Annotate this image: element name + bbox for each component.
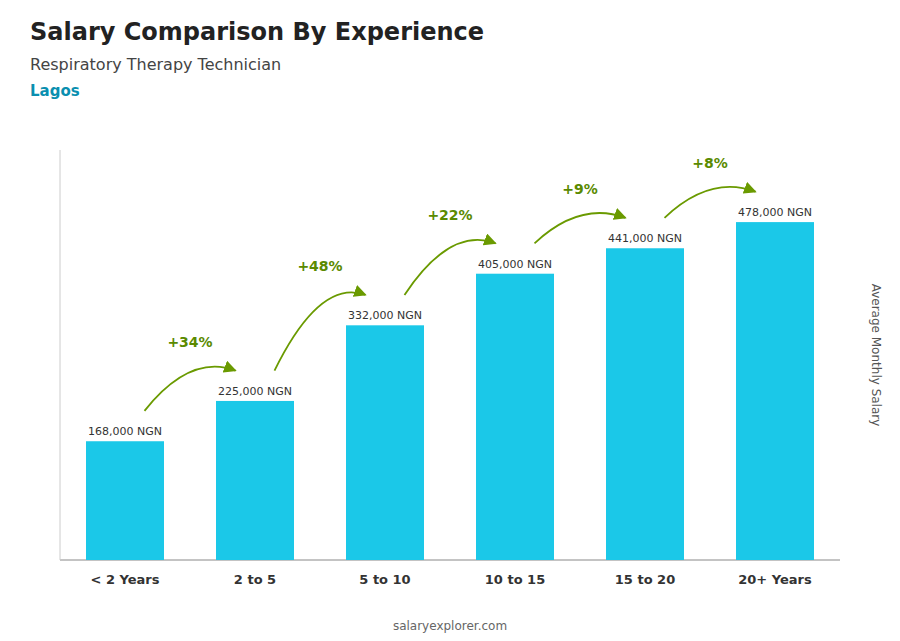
axes: < 2 Years 2 to 5 5 to 10 10 to 15 15 to 20 20… [60,150,840,587]
data-label: 332,000 NGN [348,309,422,322]
x-tick-label: 15 to 20 [615,572,675,587]
bars [86,222,814,560]
bar [346,325,424,560]
x-tick-label: 5 to 10 [359,572,410,587]
change-label: +34% [167,334,212,350]
x-tick-label: 2 to 5 [234,572,276,587]
change-arrows [145,187,756,411]
x-tick-label: < 2 Years [91,572,160,587]
y-axis-line [60,150,61,560]
data-label: 168,000 NGN [88,425,162,438]
bar [86,441,164,560]
x-axis-line [60,560,840,561]
change-label: +8% [692,155,728,171]
data-label: 225,000 NGN [218,385,292,398]
change-label: +9% [562,181,598,197]
footer: salaryexplorer.com [393,619,507,633]
data-label: 405,000 NGN [478,258,552,271]
chart: Salary Comparison By Experience Respirato… [0,0,900,641]
labels: +34% +48% +22% +9% +8% 168,000 NGN 225,000 NGN… [88,155,812,438]
x-tick-label: 10 to 15 [485,572,545,587]
subtitle: Respiratory Therapy Technician [30,55,281,74]
bar [736,222,814,560]
title: Salary Comparison By Experience [30,18,484,46]
data-label: 441,000 NGN [608,232,682,245]
bar [476,274,554,560]
change-label: +48% [297,258,342,274]
bar [216,401,294,560]
data-label: 478,000 NGN [738,206,812,219]
city: Lagos [30,82,80,100]
change-label: +22% [427,207,472,223]
y-label: Average Monthly Salary [869,284,883,427]
change-arrow [275,292,366,370]
x-tick-label: 20+ Years [738,572,812,587]
bar [606,248,684,560]
